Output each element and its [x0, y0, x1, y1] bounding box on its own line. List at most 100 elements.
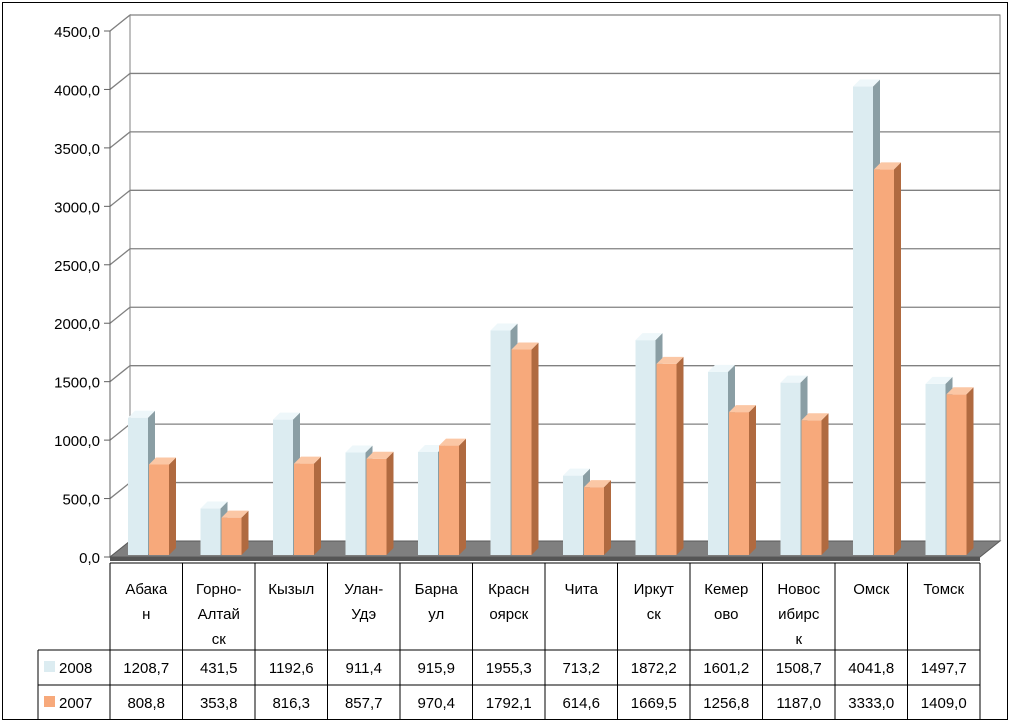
y-tick-label: 500,0 — [62, 492, 100, 509]
data-label: 1955,3 — [486, 660, 532, 677]
bar-side-2007 — [241, 510, 249, 555]
gridline-side — [109, 423, 131, 441]
data-label: 713,2 — [562, 660, 600, 677]
data-label: 4041,8 — [848, 660, 894, 677]
bar-2007 — [584, 487, 604, 555]
y-tick-label: 3500,0 — [54, 141, 100, 158]
y-tick-label: 4000,0 — [54, 82, 100, 99]
bar-top-2008 — [273, 412, 300, 420]
category-label: ово — [714, 606, 739, 623]
bar-side-2007 — [459, 438, 466, 555]
bar-top-2007 — [584, 480, 611, 488]
gridline-side — [109, 482, 131, 500]
bar-top-2007 — [439, 438, 466, 446]
data-label: 911,4 — [346, 660, 382, 677]
bar-top-2007 — [366, 451, 394, 459]
gridline-side — [109, 131, 131, 149]
chart-floor — [108, 540, 1002, 561]
bar-2007 — [729, 412, 749, 555]
data-label: 970,4 — [417, 695, 455, 712]
bar-top-2007 — [729, 405, 756, 413]
legend-key-2007 — [44, 696, 55, 707]
category-label: оярск — [489, 606, 528, 623]
y-tick-label: 2500,0 — [54, 258, 100, 275]
data-label: 1497,7 — [921, 660, 967, 677]
data-label: 614,6 — [562, 695, 600, 712]
bar-2008 — [345, 452, 366, 555]
category-label: н — [142, 606, 150, 623]
category-label: Томск — [923, 581, 964, 598]
category-label: Барна — [415, 581, 459, 598]
gridline-side — [109, 248, 131, 266]
data-label: 1187,0 — [776, 695, 821, 712]
bar-2007 — [874, 169, 894, 555]
y-tick-label: 2000,0 — [54, 316, 100, 333]
bar-2007 — [366, 458, 387, 555]
legend-key-2008 — [44, 661, 55, 672]
category-label: ул — [428, 606, 444, 623]
bar-2008 — [780, 382, 801, 555]
gridline-side — [109, 72, 131, 90]
category-label: к — [795, 631, 802, 648]
bar-2008 — [128, 417, 148, 555]
data-label: 1872,2 — [631, 660, 677, 677]
data-label: 816,3 — [272, 695, 310, 712]
y-tick-label: 4500,0 — [54, 24, 100, 41]
bar-2008 — [563, 475, 583, 555]
bar-2007 — [656, 363, 677, 555]
y-tick-label: 1000,0 — [54, 433, 100, 450]
bar-top-2008 — [925, 376, 953, 384]
bar-top-2007 — [801, 413, 829, 421]
y-axis: 0,0 500,0 1000,0 1500,0 2000,0 2500,0 3000,0 35… — [54, 24, 111, 567]
bar-2008 — [708, 371, 728, 555]
data-label: 1409,0 — [921, 695, 967, 712]
bar-top-2007 — [656, 356, 684, 364]
bar-side-2007 — [749, 405, 756, 555]
bar-top-2007 — [294, 456, 321, 464]
bar-side-2007 — [966, 387, 974, 555]
category-label: Алтай — [198, 606, 240, 623]
legend-label: 2007 — [59, 695, 92, 712]
category-label: Чита — [565, 581, 599, 598]
data-label: 1208,7 — [123, 660, 169, 677]
bar-side-2007 — [386, 451, 394, 555]
gridline-side — [109, 306, 131, 324]
data-label: 1508,7 — [776, 660, 822, 677]
bar-2007 — [439, 445, 459, 555]
bar-2007 — [511, 349, 532, 555]
legend-label: 2008 — [59, 660, 92, 677]
bar-2007 — [149, 464, 169, 555]
bar-2008 — [273, 419, 293, 555]
bar-top-2008 — [708, 364, 735, 372]
data-label: 1669,5 — [631, 695, 677, 712]
category-label: Омск — [853, 581, 889, 598]
bar-side-2007 — [894, 162, 901, 555]
bar-2008 — [200, 508, 221, 555]
category-label: ск — [212, 631, 227, 648]
gridline-side — [109, 365, 131, 383]
side-wall — [109, 13, 131, 559]
bar-top-2008 — [780, 375, 808, 383]
bar-2007 — [801, 420, 822, 555]
data-label: 353,8 — [200, 695, 238, 712]
data-label: 3333,0 — [848, 695, 894, 712]
bar-top-2008 — [490, 323, 518, 331]
bar-side-2007 — [604, 480, 611, 555]
category-label: Красн — [488, 581, 529, 598]
category-label: Новос — [777, 581, 820, 598]
bars — [128, 79, 974, 556]
category-label: Иркут — [634, 581, 674, 598]
data-label: 915,9 — [417, 660, 455, 677]
category-label: Кызыл — [268, 581, 314, 598]
bar-top-2007 — [511, 342, 539, 350]
bar-top-2008 — [200, 501, 228, 509]
bar-2007 — [946, 394, 967, 555]
data-label: 808,8 — [127, 695, 165, 712]
data-label: 1192,6 — [269, 660, 314, 677]
category-label: Улан- — [344, 581, 383, 598]
gridline-side — [109, 14, 131, 32]
bar-side-2007 — [821, 413, 829, 555]
category-label: Кемер — [704, 581, 748, 598]
category-label: ибирс — [778, 606, 820, 623]
